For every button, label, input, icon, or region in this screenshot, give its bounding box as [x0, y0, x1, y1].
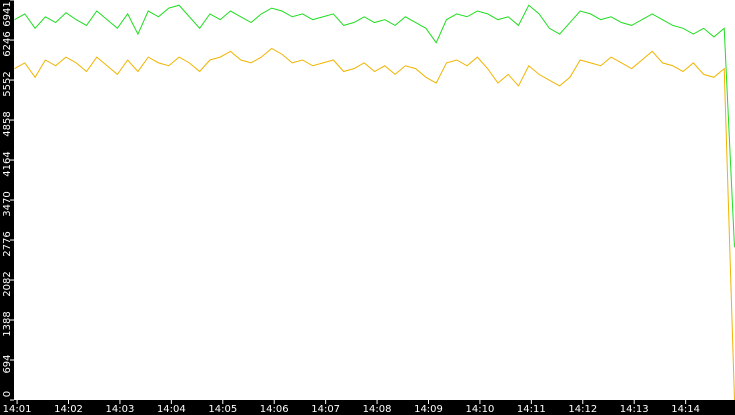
x-tick-label: 14:05	[208, 404, 237, 415]
series-line	[14, 47, 735, 401]
x-tick-label: 14:11	[517, 404, 546, 415]
y-tick-label: 6246	[2, 31, 13, 56]
y-tick-label: 3470	[2, 191, 13, 216]
y-tick-label: 0	[2, 391, 13, 397]
x-tick-label: 14:13	[620, 404, 649, 415]
y-tick-label: 6941	[2, 1, 13, 26]
x-tick-label: 14:10	[466, 404, 495, 415]
y-tick-label: 4858	[2, 111, 13, 136]
x-tick-label: 14:06	[260, 404, 289, 415]
x-tick-label: 14:04	[157, 404, 186, 415]
x-tick-label: 14:07	[311, 404, 340, 415]
x-tick-label: 14:12	[568, 404, 597, 415]
y-tick-label: 694	[2, 354, 13, 373]
x-tick-label: 14:03	[106, 404, 135, 415]
y-tick-label: 2082	[2, 271, 13, 296]
y-tick-label: 4164	[2, 151, 13, 176]
x-tick-label: 14:08	[363, 404, 392, 415]
x-tick-label: 14:02	[54, 404, 83, 415]
plot-area	[14, 0, 735, 400]
y-tick-label: 5552	[2, 71, 13, 96]
y-tick-label: 2776	[2, 231, 13, 256]
x-tick-label: 14:01	[3, 404, 32, 415]
series-line	[14, 4, 735, 248]
y-tick-label: 1388	[2, 311, 13, 336]
x-tick-label: 14:09	[414, 404, 443, 415]
x-tick-label: 14:14	[671, 404, 700, 415]
